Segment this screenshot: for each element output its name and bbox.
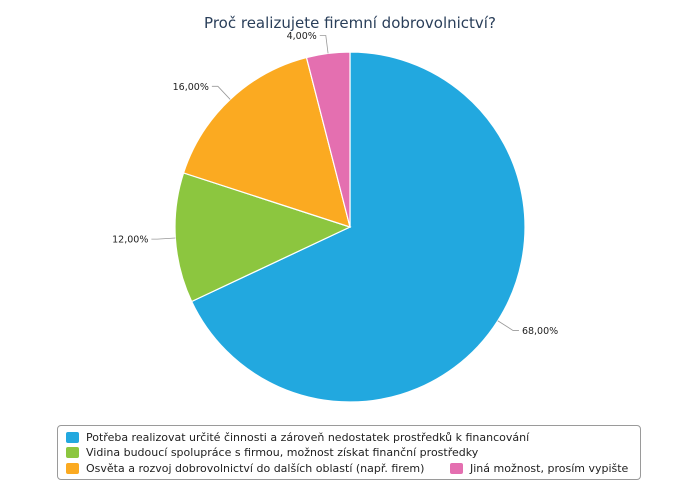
data-label: 16,00% <box>173 82 209 93</box>
leader-line <box>211 85 231 100</box>
data-label: 12,00% <box>112 235 148 246</box>
pie-slice-need-activities <box>190 51 526 403</box>
leader-line <box>497 320 519 331</box>
chart-legend: Potřeba realizovat určité činnosti a zár… <box>57 425 641 480</box>
legend-label: Jiná možnost, prosím vypište <box>470 462 629 475</box>
legend-item-awareness: Osvěta a rozvoj dobrovolnictví do dalšíc… <box>66 462 424 475</box>
leader-line <box>319 35 329 54</box>
legend-swatch <box>66 432 79 443</box>
legend-swatch <box>450 463 463 474</box>
legend-item-other: Jiná možnost, prosím vypište <box>450 462 628 475</box>
legend-swatch <box>66 463 79 474</box>
leader-line <box>151 237 176 240</box>
legend-item-future-cooperation: Vidina budoucí spolupráce s firmou, možn… <box>66 446 478 459</box>
legend-label: Potřeba realizovat určité činnosti a zár… <box>86 431 530 444</box>
data-label: 4,00% <box>287 31 317 42</box>
data-label: 68,00% <box>522 326 558 337</box>
legend-label: Vidina budoucí spolupráce s firmou, možn… <box>86 446 479 459</box>
legend-label: Osvěta a rozvoj dobrovolnictví do dalšíc… <box>86 462 425 475</box>
chart-title: Proč realizujete firemní dobrovolnictví? <box>204 14 496 32</box>
legend-swatch <box>66 447 79 458</box>
legend-item-need-activities: Potřeba realizovat určité činnosti a zár… <box>66 431 529 444</box>
pie-chart: 68,00% 12,00% 16,00% 4,00% <box>112 31 558 403</box>
